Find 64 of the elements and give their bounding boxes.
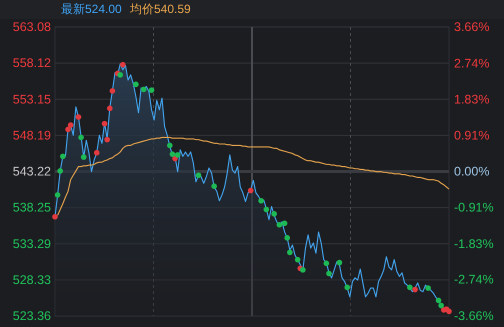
point [57, 168, 64, 174]
y-tick-label: 523.36 [12, 309, 52, 323]
point [264, 206, 270, 212]
y2-tick-label: -1.83% [454, 236, 494, 251]
point [104, 136, 110, 142]
y-tick-label: 563.08 [12, 20, 52, 34]
point [282, 220, 288, 226]
y-tick-label: 558.12 [12, 56, 52, 70]
point [287, 250, 293, 256]
point [336, 260, 342, 266]
y2-tick-label: -2.74% [454, 272, 494, 287]
point [300, 267, 306, 273]
point [60, 154, 66, 160]
point [65, 126, 71, 132]
point [133, 82, 139, 88]
point [102, 120, 108, 126]
y2-tick-label: 0.91% [454, 128, 490, 143]
y2-tick-label: -3.66% [454, 309, 494, 323]
point [52, 214, 58, 220]
y-tick-label: 533.29 [12, 236, 52, 251]
point [148, 87, 154, 93]
text: 最新524.00 [61, 2, 122, 16]
point [68, 122, 74, 128]
point [276, 222, 282, 228]
point [110, 88, 116, 94]
point [94, 150, 100, 156]
point [344, 284, 350, 290]
point [446, 308, 452, 314]
point [76, 114, 82, 120]
point [425, 285, 431, 291]
point [248, 188, 254, 194]
point [412, 286, 418, 292]
point [407, 284, 413, 290]
point [174, 152, 180, 158]
point [438, 302, 444, 308]
text: 均价540.59 [129, 2, 192, 16]
y2-tick-label: 1.83% [454, 92, 490, 106]
point [167, 142, 173, 148]
y-tick-label: 548.19 [12, 128, 52, 142]
point [271, 211, 277, 217]
point [284, 235, 290, 241]
y2-tick-label: 3.66% [454, 20, 490, 34]
point [140, 86, 147, 92]
point [117, 72, 124, 78]
point [196, 172, 202, 178]
point [258, 198, 264, 204]
y2-tick-label: 0.00% [454, 164, 490, 178]
y-tick-label: 528.33 [12, 272, 52, 287]
y2-tick-label: 2.74% [454, 56, 490, 70]
y2-tick-label: -0.91% [454, 200, 494, 214]
point [436, 298, 442, 304]
y-tick-label: 553.15 [12, 92, 52, 106]
point [211, 183, 217, 189]
point [106, 106, 113, 112]
point [78, 134, 84, 140]
point [170, 151, 176, 157]
point [326, 270, 332, 276]
y-tick-label: 543.22 [12, 164, 52, 178]
point [80, 154, 86, 160]
point [294, 256, 300, 262]
point [120, 62, 126, 68]
point [324, 260, 330, 266]
y-tick-label: 538.25 [12, 200, 52, 215]
point [54, 192, 60, 198]
